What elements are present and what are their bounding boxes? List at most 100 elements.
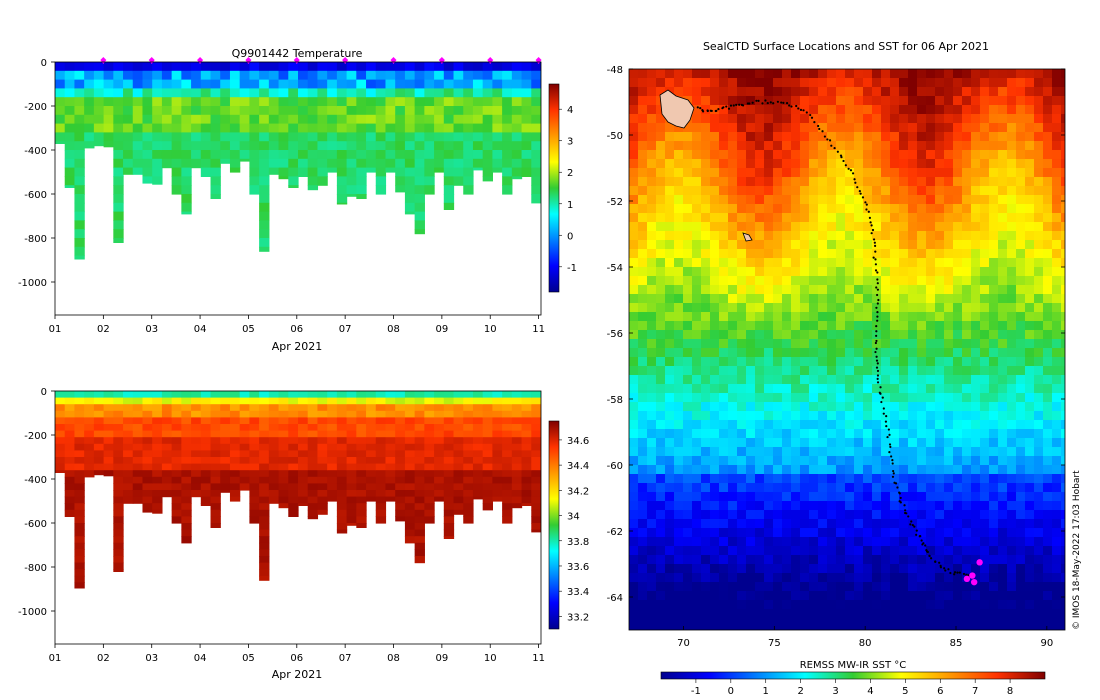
temperature-cell <box>531 158 541 169</box>
sst-cell <box>719 600 729 610</box>
salinity-cell <box>210 509 221 517</box>
y-tick-label: 0 <box>41 58 47 69</box>
sst-cell <box>719 285 729 295</box>
temperature-cell <box>229 141 241 151</box>
sst-cell <box>908 573 918 583</box>
temperature-cell <box>278 97 289 107</box>
temperature-cell <box>356 62 367 72</box>
sst-cell <box>800 519 810 529</box>
sst-cell <box>737 87 747 97</box>
x-tick-label: 03 <box>145 653 158 664</box>
sst-cell <box>737 78 747 88</box>
sst-cell <box>638 591 648 601</box>
sst-cell <box>971 231 981 241</box>
temperature-cell <box>443 185 455 195</box>
temperature-cell <box>259 211 270 221</box>
sst-cell <box>701 564 711 574</box>
sst-cell <box>989 222 999 232</box>
sst-cell <box>1007 195 1017 205</box>
sst-cell <box>827 357 837 367</box>
sst-cell <box>890 294 900 304</box>
sst-cell <box>863 186 873 196</box>
sst-cell <box>818 555 828 565</box>
temperature-cell <box>317 88 328 98</box>
sst-cell <box>863 447 873 457</box>
sst-cell <box>863 456 873 466</box>
sst-cell <box>854 366 864 376</box>
sst-cell <box>818 159 828 169</box>
salinity-cell <box>113 569 124 572</box>
salinity-cell <box>161 483 173 491</box>
sst-cell <box>1025 501 1035 511</box>
sst-cell <box>917 195 927 205</box>
salinity-cell <box>317 470 328 478</box>
sst-cell <box>647 564 657 574</box>
sst-cell <box>854 96 864 106</box>
salinity-profiles <box>55 391 541 589</box>
sst-cell <box>782 501 792 511</box>
sst-cell <box>638 582 648 592</box>
sst-cell <box>854 150 864 160</box>
temperature-cell <box>132 141 144 151</box>
sst-cell <box>719 204 729 214</box>
sst-cell <box>971 573 981 583</box>
sst-cell <box>782 492 792 502</box>
sst-cell <box>1052 609 1062 619</box>
salinity-cell <box>142 410 153 418</box>
salinity-cell <box>356 430 367 438</box>
temperature-cell <box>113 220 124 230</box>
sst-cell <box>638 447 648 457</box>
sst-cell <box>962 474 972 484</box>
sst-cell <box>656 375 666 385</box>
sst-cell <box>962 231 972 241</box>
temperature-cell <box>531 88 541 98</box>
sst-cell <box>674 195 684 205</box>
sst-cell <box>710 321 720 331</box>
sst-cell <box>962 366 972 376</box>
sst-cell <box>881 465 891 475</box>
temperature-cell <box>366 88 377 98</box>
temperature-cell <box>210 88 221 98</box>
salinity-cell <box>288 430 299 438</box>
sst-cell <box>854 537 864 547</box>
sst-cell <box>683 177 693 187</box>
temperature-profile <box>84 62 95 149</box>
sst-cell <box>719 402 729 412</box>
sst-cell <box>1052 528 1062 538</box>
sst-cell <box>746 276 756 286</box>
sst-cell <box>1052 159 1062 169</box>
sst-cell <box>845 348 855 358</box>
sst-cell <box>1007 231 1017 241</box>
salinity-cell <box>123 397 134 405</box>
salinity-cell <box>210 417 221 425</box>
salinity-cell <box>424 397 435 405</box>
temperature-cell <box>521 62 532 72</box>
sst-cell <box>791 492 801 502</box>
sst-cell <box>647 150 657 160</box>
salinity-profile <box>385 391 396 502</box>
temperature-cell <box>220 70 231 81</box>
salinity-cell <box>366 483 377 491</box>
salinity-cell <box>414 529 425 537</box>
sst-cell <box>899 96 909 106</box>
salinity-cell <box>502 443 513 451</box>
salinity-cell <box>375 443 387 451</box>
salinity-cell <box>161 443 173 451</box>
salinity-cell <box>463 404 474 412</box>
salinity-cell <box>327 443 338 451</box>
salinity-cell <box>531 437 541 445</box>
sst-cell <box>962 591 972 601</box>
sst-cell <box>1007 348 1017 358</box>
temperature-cell <box>375 114 387 125</box>
sst-cell <box>638 375 648 385</box>
salinity-cell <box>268 463 280 471</box>
sst-cell <box>1007 591 1017 601</box>
temperature-cell <box>191 150 202 160</box>
sst-cell <box>692 546 702 556</box>
sst-cell <box>827 519 837 529</box>
temperature-cell <box>142 106 153 116</box>
sst-cell <box>683 231 693 241</box>
sst-cell <box>845 357 855 367</box>
salinity-cell <box>482 450 493 458</box>
sst-cell <box>692 429 702 439</box>
